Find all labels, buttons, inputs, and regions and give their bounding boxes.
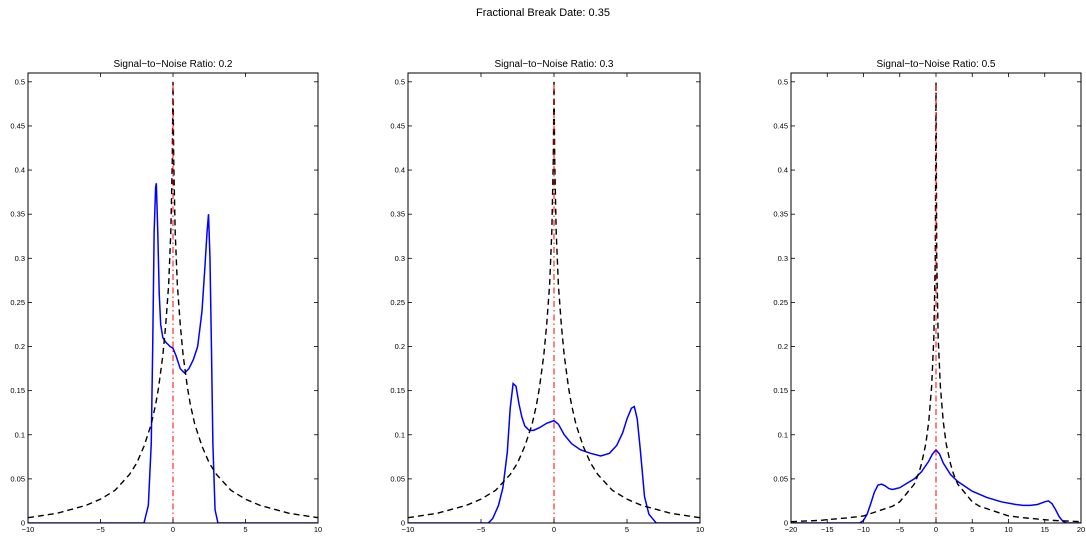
y-tick-label: 0.45 [390,121,405,130]
x-tick-label: −10 [22,525,35,534]
y-tick-label: 0.5 [778,77,788,86]
y-tick-label: 0.15 [773,386,788,395]
x-tick-label: −15 [821,525,834,534]
density-line-asymptotic [408,81,700,519]
x-tick-label: 0 [552,525,556,534]
x-tick-label: 5 [970,525,974,534]
y-tick-label: 0.5 [395,77,405,86]
chart-title: Signal−to−Noise Ratio: 0.3 [495,59,614,70]
x-tick-label: −5 [477,525,486,534]
density-line-estimated [408,382,700,523]
y-tick-label: 0.45 [10,121,25,130]
chart-panel-1: Signal−to−Noise Ratio: 0.2 −10 −5 0 5 10 0 0.05… [10,59,322,534]
y-tick-label: 0.2 [15,342,25,351]
y-tick-label: 0 [401,519,405,528]
y-tick-label: 0.1 [15,430,25,439]
y-tick-label: 0.4 [778,166,788,175]
chart-title: Signal−to−Noise Ratio: 0.5 [877,59,996,70]
x-tick-label: 10 [696,525,704,534]
chart-panel-3: Signal−to−Noise Ratio: 0.5 −20 −15 −10 −5 0 5 1… [773,59,1085,534]
y-tick-label: 0.3 [15,254,25,263]
y-tick-label: 0.4 [15,166,25,175]
y-tick-label: 0.15 [10,386,25,395]
y-tick-label: 0.2 [778,342,788,351]
x-tick-label: −5 [895,525,904,534]
density-line-asymptotic [791,81,1081,523]
y-tick-label: 0 [784,519,788,528]
y-tick-label: 0.1 [395,430,405,439]
density-line-estimated [28,183,318,523]
y-tick-label: 0.05 [390,474,405,483]
x-tick-label: 0 [934,525,938,534]
y-tick-label: 0.2 [395,342,405,351]
x-tick-label: −20 [785,525,798,534]
x-tick-label: 20 [1077,525,1085,534]
y-tick-label: 0.4 [395,166,405,175]
y-tick-label: 0.35 [773,210,788,219]
x-tick-label: 5 [625,525,629,534]
x-tick-label: 15 [1041,525,1049,534]
y-tick-label: 0.45 [773,121,788,130]
y-tick-label: 0.05 [10,474,25,483]
y-tick-label: 0.05 [773,474,788,483]
y-tick-label: 0.35 [390,210,405,219]
y-tick-label: 0.15 [390,386,405,395]
chart-title: Signal−to−Noise Ratio: 0.2 [114,59,233,70]
chart-panel-2: Signal−to−Noise Ratio: 0.3 −10 −5 0 5 10 0 0.05… [390,59,704,534]
y-tick-label: 0.3 [395,254,405,263]
y-tick-label: 0.5 [15,77,25,86]
density-line-estimated [791,448,1081,523]
x-tick-label: 5 [243,525,247,534]
y-tick-label: 0.25 [773,298,788,307]
x-tick-label: −10 [402,525,415,534]
y-tick-label: 0.35 [10,210,25,219]
x-tick-label: 10 [314,525,322,534]
y-tick-label: 0.25 [10,298,25,307]
y-tick-label: 0.1 [778,430,788,439]
x-tick-label: 0 [171,525,175,534]
y-tick-label: 0 [21,519,25,528]
y-tick-label: 0.3 [778,254,788,263]
y-tick-label: 0.25 [390,298,405,307]
x-tick-label: −5 [96,525,105,534]
x-tick-label: 10 [1004,525,1012,534]
figure-title: Fractional Break Date: 0.35 [476,7,610,19]
density-line-asymptotic [28,81,318,519]
x-tick-label: −10 [857,525,870,534]
